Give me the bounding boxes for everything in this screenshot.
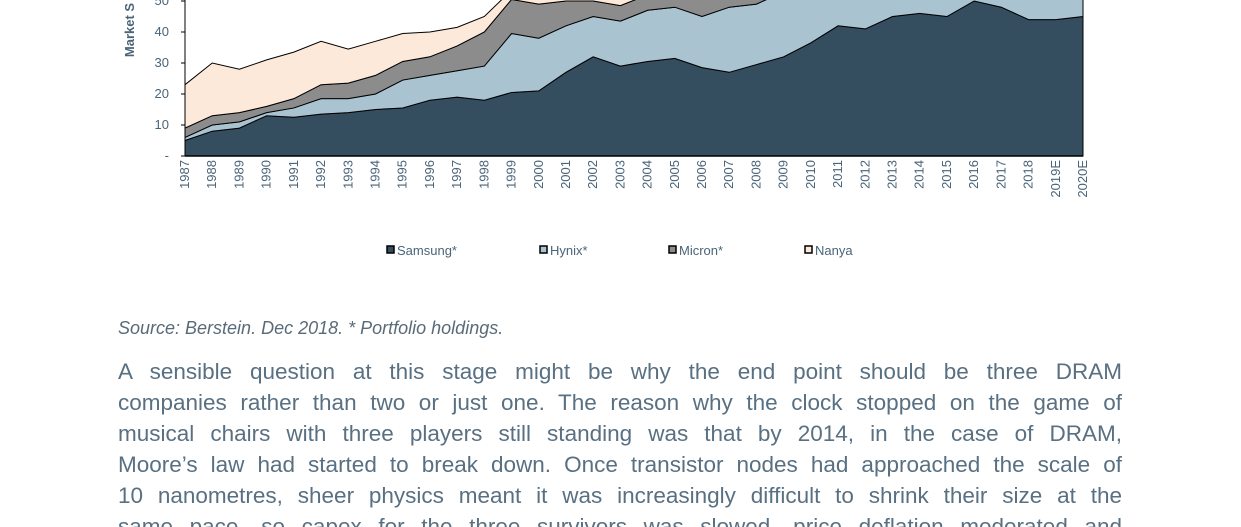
- x-tick-label: 2017: [993, 160, 1008, 189]
- x-tick-label: 2001: [558, 160, 573, 189]
- text-line: A sensible question at this stage might …: [118, 359, 1122, 384]
- x-tick-label: 2000: [531, 160, 546, 189]
- x-tick-label: 2015: [939, 160, 954, 189]
- x-tick-label: 2002: [585, 160, 600, 189]
- x-tick-label: 2016: [966, 160, 981, 189]
- legend-swatch: [539, 245, 548, 254]
- x-tick-label: 2006: [694, 160, 709, 189]
- chart: Market S - 10 20 30 40 50 1987 1988 1989 1990 1991…: [122, 0, 1090, 258]
- x-tick-label: 2018: [1021, 160, 1036, 189]
- y-tick-label: 10: [155, 117, 169, 132]
- x-tick-label: 2020E: [1075, 160, 1090, 198]
- x-tick-label: 2004: [640, 160, 655, 189]
- x-tick-label: 2019E: [1048, 160, 1063, 198]
- x-tick-label: 2014: [912, 160, 927, 189]
- text-line: Moore’s law had started to break down. O…: [118, 452, 1122, 477]
- legend-label: Micron*: [679, 243, 723, 258]
- x-tick-label: 2009: [776, 160, 791, 189]
- x-tick-label: 2010: [803, 160, 818, 189]
- text-line: same pace, so capex for the three surviv…: [118, 514, 1122, 527]
- x-tick-label: 1994: [367, 160, 382, 189]
- x-tick-label: 2011: [830, 160, 845, 188]
- legend-swatch: [668, 245, 677, 254]
- x-tick-label: 1996: [422, 160, 437, 189]
- x-tick-label: 1995: [395, 160, 410, 189]
- text-line: companies rather than two or just one. T…: [118, 390, 1122, 415]
- legend-label: Nanya: [815, 243, 853, 258]
- x-tick-label: 1991: [286, 160, 301, 189]
- caption: Source: Berstein. Dec 2018. * Portfolio …: [118, 318, 504, 338]
- x-tick-label: 1999: [504, 160, 519, 189]
- y-tick-label: -: [165, 148, 169, 163]
- x-tick-label: 1989: [231, 160, 246, 189]
- legend-swatch: [386, 245, 395, 254]
- y-tick-label: 40: [155, 24, 169, 39]
- x-tick-label: 2005: [667, 160, 682, 189]
- x-tick-label: 1988: [204, 160, 219, 189]
- paragraph: A sensible question at this stage might …: [118, 356, 1122, 527]
- x-tick-label: 2012: [857, 160, 872, 189]
- x-tick-label: 2007: [721, 160, 736, 189]
- x-tick-label: 1997: [449, 160, 464, 189]
- legend-label: Hynix*: [550, 243, 588, 258]
- x-tick-label: 1992: [313, 160, 328, 189]
- x-tick-label: 2013: [885, 160, 900, 189]
- text-line: 10 nanometres, sheer physics meant it wa…: [118, 483, 1122, 508]
- y-tick-label: 30: [155, 55, 169, 70]
- text-line: musical chairs with three players still …: [118, 421, 1122, 446]
- y-tick-label: 50: [155, 0, 169, 8]
- y-tick-label: 20: [155, 86, 169, 101]
- area: [184, 0, 636, 129]
- x-tick-label: 1993: [340, 160, 355, 189]
- x-tick-label: 2003: [612, 160, 627, 189]
- legend-label: Samsung*: [397, 243, 457, 258]
- y-axis-label: Market S: [122, 3, 137, 58]
- x-tick-label: 2008: [748, 160, 763, 189]
- legend-swatch: [804, 245, 813, 254]
- x-tick-label: 1998: [476, 160, 491, 189]
- x-tick-label: 1987: [177, 160, 192, 189]
- x-tick-label: 1990: [259, 160, 274, 189]
